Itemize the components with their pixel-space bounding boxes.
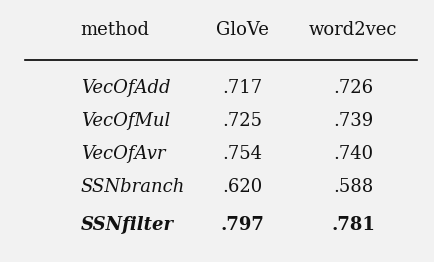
Text: .725: .725 (223, 112, 263, 130)
Text: .588: .588 (333, 178, 373, 196)
Text: VecOfAdd: VecOfAdd (81, 79, 170, 97)
Text: word2vec: word2vec (309, 20, 398, 39)
Text: method: method (81, 20, 150, 39)
Text: VecOfAvr: VecOfAvr (81, 145, 165, 163)
Text: SSNbranch: SSNbranch (81, 178, 185, 196)
Text: .726: .726 (333, 79, 373, 97)
Text: .740: .740 (333, 145, 373, 163)
Text: .781: .781 (331, 216, 375, 234)
Text: .620: .620 (222, 178, 263, 196)
Text: VecOfMul: VecOfMul (81, 112, 170, 130)
Text: GloVe: GloVe (216, 20, 269, 39)
Text: .797: .797 (220, 216, 264, 234)
Text: .739: .739 (333, 112, 373, 130)
Text: SSNfilter: SSNfilter (81, 216, 174, 234)
Text: .717: .717 (223, 79, 263, 97)
Text: .754: .754 (223, 145, 263, 163)
